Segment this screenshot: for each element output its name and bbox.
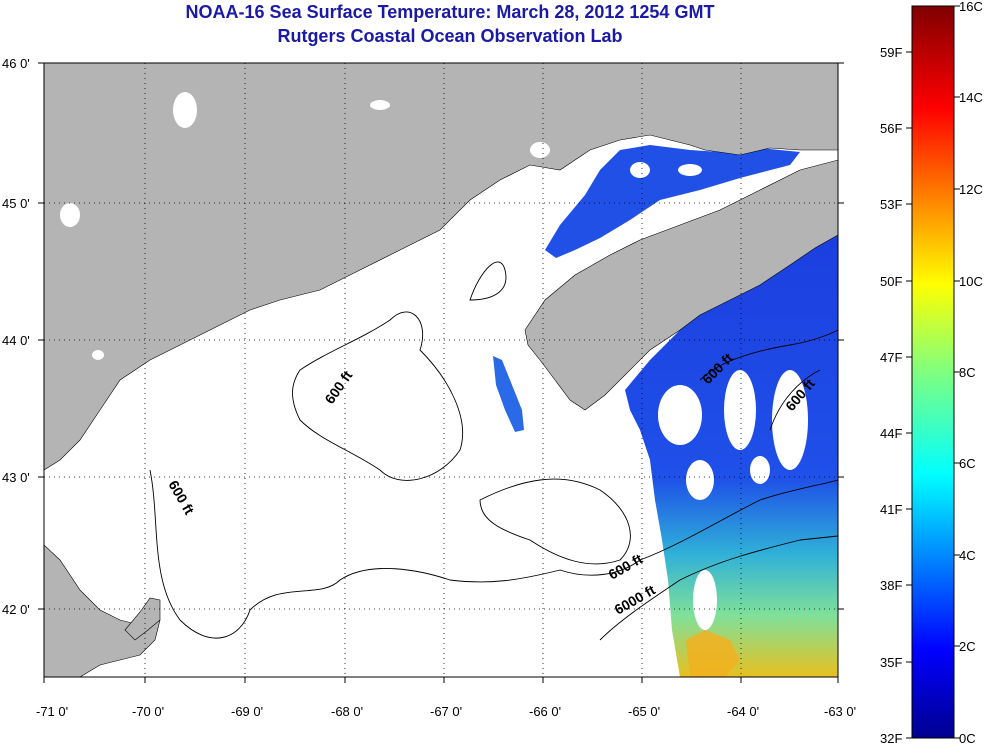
land-maine-new-brunswick <box>44 63 838 471</box>
colorbar: 16C 14C 12C 10C 8C 6C 4C 2C 0C 59F 56F 5… <box>880 0 983 746</box>
lon-tick-label: -64 0' <box>727 704 759 719</box>
colorbar-fahrenheit-label: 44F <box>880 426 902 441</box>
inland-lakes <box>60 92 550 360</box>
lon-tick-label: -65 0' <box>628 704 660 719</box>
lat-tick-label: 44 0' <box>2 333 30 348</box>
lon-tick-labels: -71 0' -70 0' -69 0' -68 0' -67 0' -66 0… <box>36 704 856 719</box>
colorbar-ticks <box>906 5 960 739</box>
colorbar-celsius-label: 12C <box>959 182 983 197</box>
colorbar-fahrenheit-label: 38F <box>880 578 902 593</box>
colorbar-fahrenheit-label: 59F <box>880 45 902 60</box>
lat-tick-label: 42 0' <box>2 602 30 617</box>
sst-patch-coastal-streak <box>493 356 524 432</box>
lon-tick-label: -63 0' <box>824 704 856 719</box>
lon-tick-label: -70 0' <box>132 704 164 719</box>
land-layer <box>44 63 838 677</box>
lat-tick-label: 46 0' <box>2 56 30 71</box>
contour-600ft-georges <box>479 478 631 565</box>
lon-tick-label: -66 0' <box>529 704 561 719</box>
colorbar-fahrenheit-label: 56F <box>880 121 902 136</box>
colorbar-fahrenheit-label: 47F <box>880 350 902 365</box>
map-panel <box>44 63 838 677</box>
map-title: NOAA-16 Sea Surface Temperature: March 2… <box>185 2 715 22</box>
colorbar-celsius-label: 16C <box>959 0 983 14</box>
colorbar-fahrenheit-label: 35F <box>880 655 902 670</box>
map-frame <box>43 62 839 678</box>
colorbar-celsius-label: 10C <box>959 274 983 289</box>
colorbar-fahrenheit-label: 53F <box>880 197 902 212</box>
land-cape-cod <box>124 597 161 641</box>
colorbar-celsius-label: 0C <box>959 731 976 746</box>
colorbar-celsius-label: 4C <box>959 548 976 563</box>
colorbar-celsius-label: 8C <box>959 365 976 380</box>
depth-contours <box>149 261 838 641</box>
lat-tick-labels: 46 0' 45 0' 44 0' 43 0' 42 0' <box>2 56 30 617</box>
contour-island-banks <box>469 261 507 301</box>
lon-tick-label: -67 0' <box>430 704 462 719</box>
colorbar-fahrenheit-label: 50F <box>880 274 902 289</box>
colorbar-celsius-label: 14C <box>959 90 983 105</box>
sst-patch-warm-core <box>686 630 740 677</box>
colorbar-gradient <box>911 5 955 739</box>
sst-patch-bay-of-fundy <box>545 145 800 258</box>
colorbar-celsius-label: 6C <box>959 456 976 471</box>
land-nova-scotia <box>524 159 838 411</box>
lon-tick-label: -71 0' <box>36 704 68 719</box>
contour-600ft-east <box>699 329 838 431</box>
axis-tick-marks <box>38 62 844 683</box>
lon-tick-label: -68 0' <box>331 704 363 719</box>
lat-tick-label: 43 0' <box>2 470 30 485</box>
colorbar-fahrenheit-label: 32F <box>880 731 902 746</box>
contour-600ft-inner <box>292 311 464 481</box>
cloud-gaps <box>630 162 808 630</box>
lat-tick-label: 45 0' <box>2 196 30 211</box>
colorbar-celsius-label: 2C <box>959 639 976 654</box>
colorbar-fahrenheit-label: 41F <box>880 502 902 517</box>
contour-6000ft <box>599 535 838 641</box>
map-subtitle: Rutgers Coastal Ocean Observation Lab <box>277 26 623 46</box>
contour-600ft-basin <box>149 469 838 639</box>
lon-tick-label: -69 0' <box>231 704 263 719</box>
